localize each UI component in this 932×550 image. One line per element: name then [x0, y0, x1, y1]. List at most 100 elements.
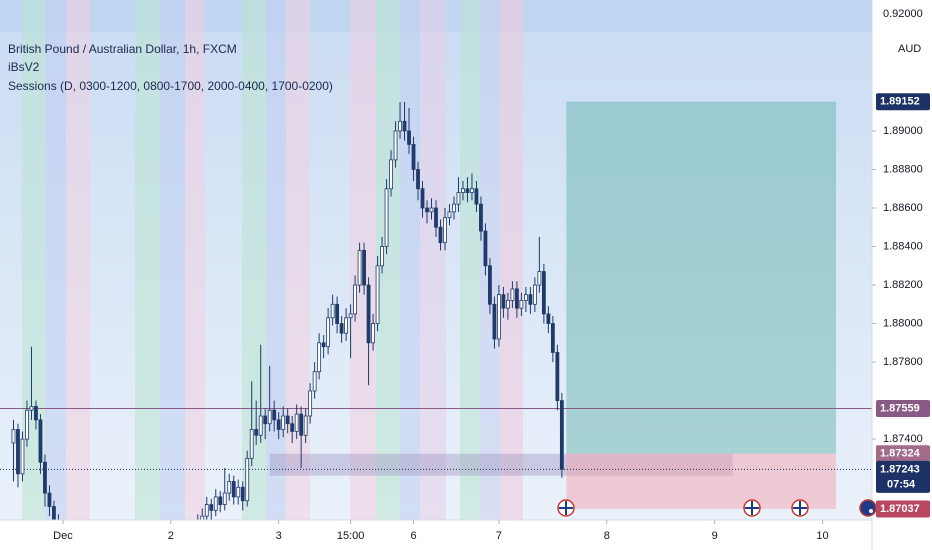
candle-body	[258, 415, 263, 436]
x-tick-label: 7	[496, 530, 502, 542]
event-flag[interactable]	[859, 499, 877, 517]
session-band	[376, 0, 400, 520]
time-axis	[0, 520, 872, 550]
candle-body	[434, 207, 438, 228]
candle-body	[263, 415, 268, 425]
candle-body	[254, 429, 259, 436]
candle-body	[371, 323, 375, 344]
candle-body	[25, 409, 29, 440]
stop-zone	[566, 453, 837, 510]
candle-body	[550, 323, 555, 353]
candle-body	[488, 265, 492, 305]
candle-body	[11, 429, 16, 444]
session-band	[266, 0, 286, 520]
indicator: iBsV2	[8, 60, 40, 74]
candle-body	[294, 413, 299, 432]
session-band	[160, 0, 185, 520]
session-band	[185, 0, 205, 520]
axis-labels: 1.89000 1.88800 1.88600 1.88400 1.88200 1.880…	[53, 93, 930, 542]
candle-body	[398, 120, 402, 132]
countdown: 07:54	[887, 478, 916, 490]
candle-body	[312, 371, 317, 392]
candle-body	[357, 249, 362, 286]
candle-body	[213, 496, 218, 511]
candle-body	[537, 271, 542, 286]
candle-body	[362, 249, 366, 286]
candle-body	[339, 323, 344, 334]
x-tick-label: 9	[712, 530, 718, 542]
candle-body	[290, 423, 295, 432]
y-tick-label: 1.87800	[883, 356, 923, 368]
candle-body	[452, 203, 456, 213]
candle-body	[523, 294, 528, 301]
candle-body	[438, 226, 443, 244]
candle-body	[443, 217, 447, 244]
y-tick-label: 1.88400	[883, 240, 923, 252]
flag-icon	[745, 501, 759, 515]
candle-body	[546, 313, 551, 324]
session-band	[135, 0, 160, 520]
session-band	[66, 0, 90, 520]
y-tick-label: 1.88600	[883, 202, 923, 214]
session-band	[286, 0, 310, 520]
candle-body	[218, 496, 223, 505]
candle-body	[416, 169, 420, 190]
candle-body	[330, 303, 335, 319]
session-band	[420, 0, 446, 520]
candle-body	[479, 203, 483, 232]
candle-body	[204, 504, 209, 517]
candle-body	[411, 144, 416, 170]
y-tick-label: 1.88000	[883, 317, 923, 329]
candle-body	[407, 130, 411, 145]
x-tick-label: 15:00	[337, 530, 365, 542]
chart-title: British Pound / Australian Dollar, 1h, F…	[8, 42, 237, 56]
candle-body	[43, 461, 47, 494]
candle-body	[492, 303, 497, 340]
candle-body	[447, 211, 452, 219]
indicator: Sessions (D, 0300-1200, 0800-1700, 2000-…	[8, 79, 333, 93]
candle-body	[515, 288, 519, 309]
candle-body	[308, 390, 313, 417]
price-label: 1.87559	[880, 402, 920, 414]
session-band	[500, 0, 523, 520]
price-label: 1.87324	[880, 448, 921, 460]
candle-body	[510, 288, 515, 301]
candle-body	[303, 415, 308, 436]
overlay	[0, 101, 872, 510]
price-label-box	[876, 399, 930, 417]
candle-body	[501, 294, 506, 309]
candle-body	[20, 438, 25, 475]
price-label: 1.87243	[880, 463, 920, 475]
candle-body	[559, 400, 564, 470]
flag-icon	[793, 501, 807, 515]
candle-body	[555, 352, 560, 401]
candle-body	[209, 504, 214, 511]
candle-body	[200, 515, 205, 520]
candle-body	[393, 130, 398, 161]
target-zone	[566, 101, 837, 454]
price-label-box	[876, 500, 930, 518]
event-flags	[557, 499, 877, 517]
candle-body	[281, 415, 286, 430]
candle-body	[353, 284, 357, 315]
candle-body	[425, 207, 429, 213]
candle-body	[317, 342, 322, 373]
candle-body	[348, 313, 353, 319]
candle-body	[375, 265, 380, 324]
candle-body	[236, 486, 241, 498]
candle-body	[402, 120, 407, 132]
candle-body	[52, 506, 56, 520]
candle-body	[429, 207, 434, 213]
candle-body	[465, 188, 470, 193]
candle-body	[231, 481, 236, 498]
x-tick-label: Dec	[53, 530, 73, 542]
candle-body	[384, 188, 389, 247]
price-label-box	[876, 93, 930, 111]
candle-body	[528, 294, 533, 305]
candle-body	[34, 405, 38, 421]
candle-body	[366, 284, 371, 344]
x-tick-label: 2	[168, 530, 174, 542]
candle-body	[461, 188, 465, 193]
candle-body	[249, 429, 254, 459]
session-band	[242, 0, 266, 520]
